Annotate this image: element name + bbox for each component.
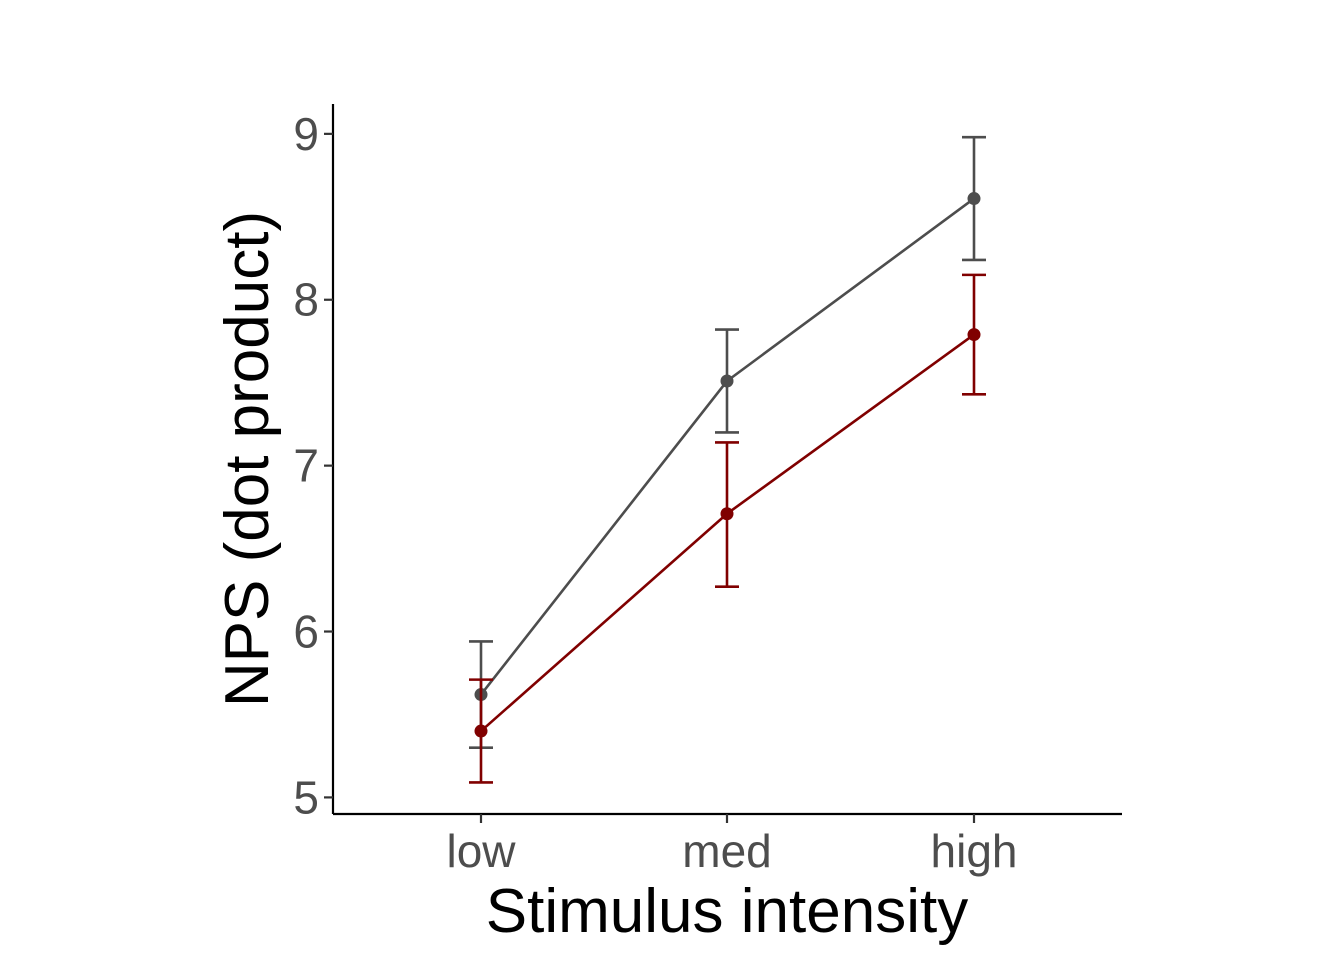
y-tick-label: 9 (293, 108, 319, 160)
x-tick-label-med: med (682, 825, 771, 877)
y-tick-label: 6 (293, 606, 319, 658)
data-point (474, 724, 488, 738)
x-tick-label-high: high (931, 825, 1018, 877)
x-axis-title: Stimulus intensity (486, 877, 968, 946)
x-tick-label-low: low (446, 825, 516, 877)
x-ticks: low med high (446, 814, 1017, 877)
data-point (720, 507, 734, 521)
series-1 (469, 273, 986, 784)
data-point (967, 328, 981, 342)
data-point (720, 374, 734, 388)
data-point (967, 192, 981, 206)
y-tick-label: 8 (293, 274, 319, 326)
series-0 (469, 135, 986, 749)
series-layer (469, 135, 986, 784)
y-tick-label: 7 (293, 440, 319, 492)
y-axis-title: NPS (dot product) (213, 211, 282, 707)
y-ticks: 5 6 7 8 9 (293, 108, 333, 823)
y-tick-label: 5 (293, 771, 319, 823)
